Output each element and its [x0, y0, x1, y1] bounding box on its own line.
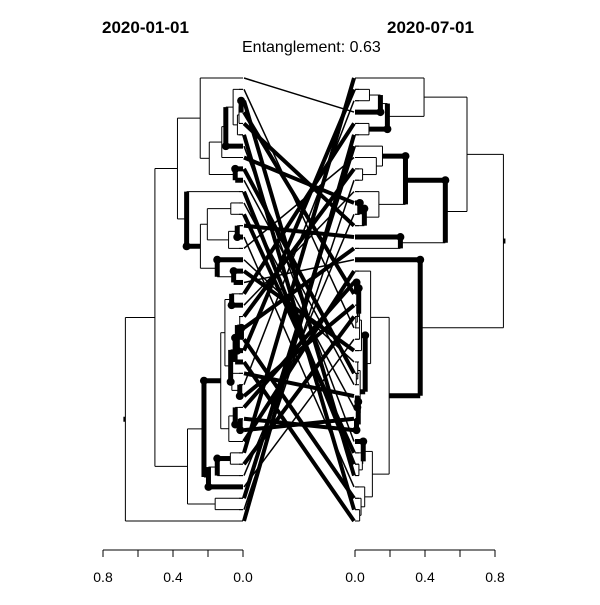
right-tree-node [355, 198, 364, 207]
left-axis-tick-label: 0.4 [163, 569, 183, 585]
tangle-connector [243, 202, 355, 408]
right-tree-node [360, 204, 369, 213]
tangle-connector [243, 371, 355, 399]
left-tree-node [213, 255, 222, 264]
entanglement-label: Entanglement: 0.63 [242, 39, 381, 56]
left-tree-node [204, 482, 213, 491]
left-axis-tick-label: 0.0 [233, 569, 253, 585]
right-axis-tick-label: 0.0 [345, 569, 365, 585]
left-tree-node [221, 142, 230, 151]
left-axis-tick-label: 0.8 [93, 569, 113, 585]
tangle-connector [242, 122, 356, 295]
left-tree-node [229, 267, 238, 276]
tangle-connector [243, 416, 355, 433]
tangle-connector [243, 156, 355, 249]
right-tree-node [361, 331, 370, 340]
tangle-connector [243, 77, 355, 113]
left-tree-node [226, 377, 235, 386]
tangle-connector [243, 179, 355, 386]
left-tree-node [231, 164, 240, 173]
tangle-connector [242, 303, 356, 398]
right-tree-node [383, 125, 392, 134]
left-tree-node [213, 454, 222, 463]
right-axis-tick-label: 0.4 [415, 569, 435, 585]
tangle-connector [242, 88, 356, 352]
tangle-connector [242, 269, 356, 353]
right-tree-node [376, 108, 385, 117]
right-axis-tick-label: 0.8 [485, 569, 505, 585]
tangle-connector [242, 134, 356, 522]
right-tree-node [401, 152, 410, 161]
left-tree-node [233, 346, 242, 355]
left-tree-node [227, 301, 236, 310]
right-tree-node [359, 437, 368, 446]
left-tree-node [233, 233, 242, 242]
right-tree-node [441, 176, 450, 185]
tangle-connector [243, 100, 355, 385]
tangle-connector [242, 246, 356, 330]
tangle-connector [242, 338, 356, 500]
left-tree-node [231, 420, 240, 429]
tangle-connector [242, 270, 356, 443]
right-tree-node [416, 255, 425, 264]
left-tree-node [182, 242, 191, 251]
left-tree-node [199, 376, 208, 385]
right-tree-node [396, 233, 405, 242]
right-tree-title: 2020-07-01 [387, 18, 474, 37]
left-tree-title: 2020-01-01 [102, 18, 189, 37]
tangle-connector [242, 77, 356, 454]
